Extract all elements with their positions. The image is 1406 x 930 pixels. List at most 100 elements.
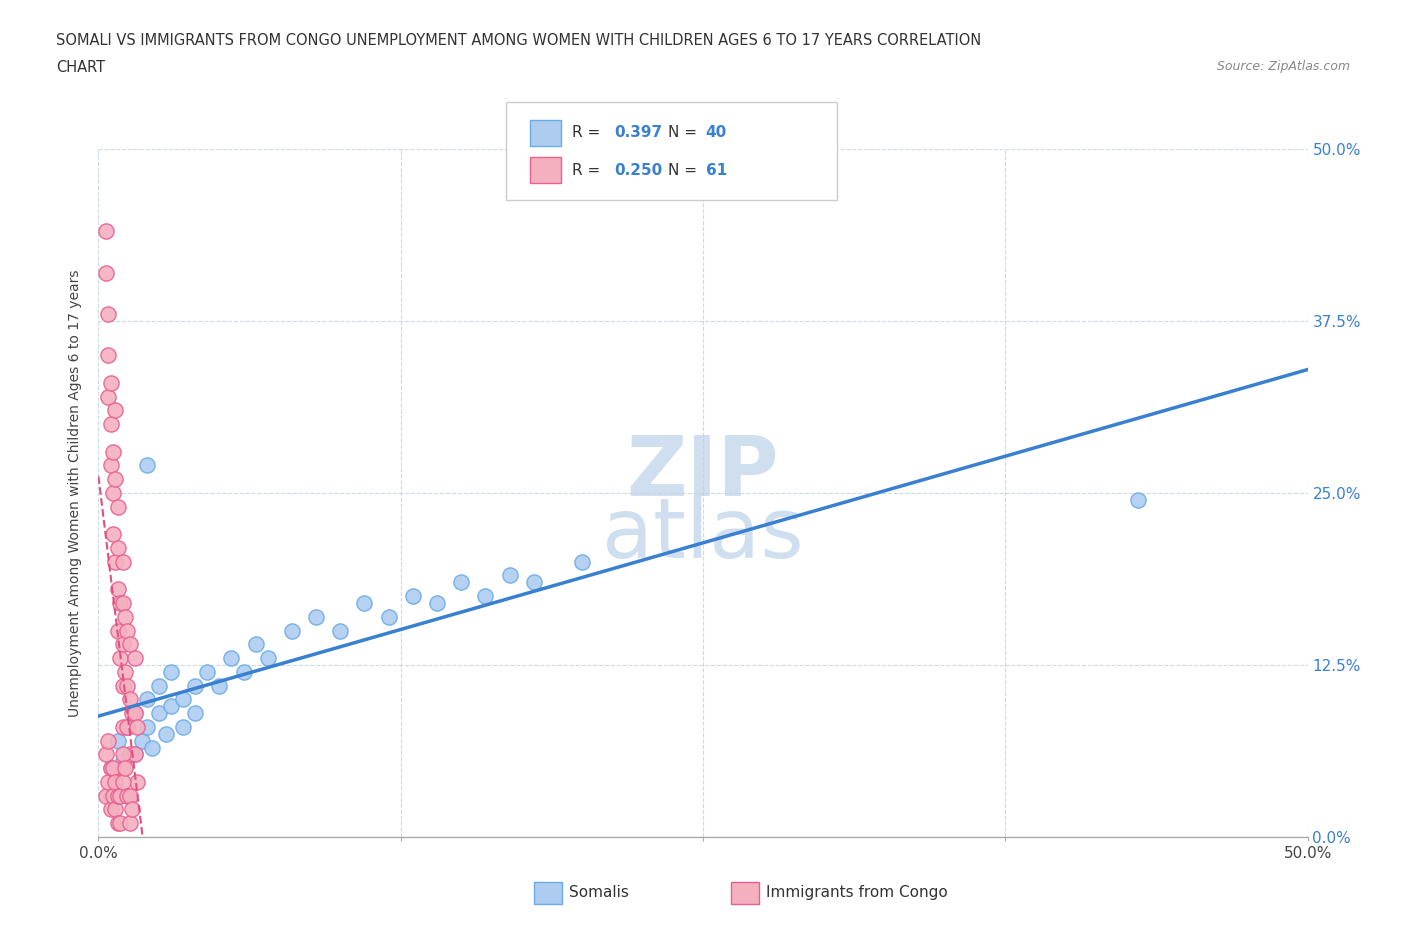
Point <box>160 698 183 713</box>
Point <box>118 692 141 707</box>
Point <box>172 692 194 707</box>
Point <box>124 747 146 762</box>
Text: N =: N = <box>668 163 702 178</box>
Point <box>131 733 153 748</box>
Point <box>94 747 117 762</box>
Text: Source: ZipAtlas.com: Source: ZipAtlas.com <box>1216 60 1350 73</box>
Point <box>107 816 129 830</box>
Point <box>101 485 124 500</box>
Point <box>111 775 134 790</box>
Point <box>155 726 177 741</box>
Point <box>256 651 278 666</box>
Point <box>97 775 120 790</box>
Point <box>127 775 149 790</box>
Point <box>148 678 170 693</box>
Point <box>305 609 328 624</box>
Point <box>114 761 136 776</box>
Text: ZIP: ZIP <box>627 432 779 512</box>
Point <box>104 802 127 817</box>
Text: Immigrants from Congo: Immigrants from Congo <box>766 885 948 900</box>
Text: N =: N = <box>668 126 702 140</box>
Point <box>107 540 129 555</box>
Point <box>281 623 304 638</box>
Point <box>245 637 267 652</box>
Point <box>111 595 134 610</box>
Point <box>160 664 183 679</box>
Point <box>474 589 496 604</box>
Point <box>100 761 122 776</box>
Text: Somalis: Somalis <box>569 885 630 900</box>
Point <box>232 664 254 679</box>
Point <box>135 692 157 707</box>
Point <box>94 265 117 280</box>
Point <box>97 389 120 404</box>
Point <box>101 761 124 776</box>
Point <box>135 720 157 735</box>
Point <box>100 761 122 776</box>
Point <box>108 816 131 830</box>
Point <box>124 706 146 721</box>
Point <box>117 720 139 735</box>
Point <box>111 678 134 693</box>
Point <box>108 595 131 610</box>
Point <box>111 720 134 735</box>
Point <box>402 589 425 604</box>
Point <box>107 582 129 597</box>
Point <box>111 761 134 776</box>
Point <box>172 720 194 735</box>
Point <box>97 733 120 748</box>
Point <box>100 376 122 391</box>
Point <box>377 609 399 624</box>
Point <box>1128 492 1150 507</box>
Text: 40: 40 <box>706 126 727 140</box>
Point <box>221 651 243 666</box>
Point <box>97 307 120 322</box>
Point <box>114 609 136 624</box>
Point <box>101 526 124 541</box>
Point <box>184 706 207 721</box>
Point <box>107 623 129 638</box>
Point <box>111 747 134 762</box>
Point <box>104 775 127 790</box>
Point <box>94 789 117 804</box>
Point <box>329 623 352 638</box>
Point <box>108 789 131 804</box>
Point <box>100 458 122 472</box>
Point <box>124 706 146 721</box>
Point <box>104 472 127 486</box>
Point <box>571 554 593 569</box>
Point <box>107 499 129 514</box>
Point <box>124 651 146 666</box>
Point <box>148 706 170 721</box>
Point <box>353 595 375 610</box>
Point <box>117 789 139 804</box>
Point <box>208 678 231 693</box>
Point <box>118 816 141 830</box>
Point <box>100 802 122 817</box>
Point <box>426 595 449 610</box>
Text: 0.250: 0.250 <box>614 163 662 178</box>
Text: atlas: atlas <box>602 494 804 575</box>
Point <box>127 720 149 735</box>
Point <box>100 789 122 804</box>
Point <box>117 720 139 735</box>
Point <box>121 706 143 721</box>
Point <box>97 348 120 363</box>
Text: R =: R = <box>572 126 606 140</box>
Point <box>118 789 141 804</box>
Point <box>195 664 218 679</box>
Point <box>450 575 472 590</box>
Point <box>101 789 124 804</box>
Text: SOMALI VS IMMIGRANTS FROM CONGO UNEMPLOYMENT AMONG WOMEN WITH CHILDREN AGES 6 TO: SOMALI VS IMMIGRANTS FROM CONGO UNEMPLOY… <box>56 33 981 47</box>
Point <box>124 747 146 762</box>
Point <box>498 568 520 583</box>
Point <box>118 637 141 652</box>
Y-axis label: Unemployment Among Women with Children Ages 6 to 17 years: Unemployment Among Women with Children A… <box>69 269 83 717</box>
Point <box>111 754 134 769</box>
Point <box>108 651 131 666</box>
Point <box>104 554 127 569</box>
Point <box>118 747 141 762</box>
Point <box>111 554 134 569</box>
Point <box>117 678 139 693</box>
Text: R =: R = <box>572 163 606 178</box>
